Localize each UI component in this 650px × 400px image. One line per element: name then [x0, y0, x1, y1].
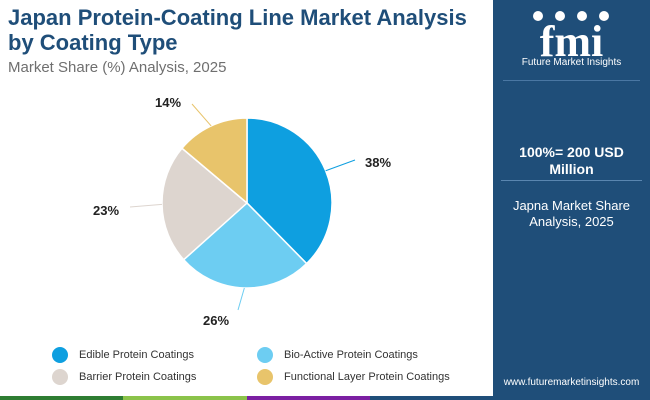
data-label-barrier: 23% — [93, 203, 119, 218]
chart-title: Japan Protein-Coating Line Market Analys… — [8, 5, 467, 55]
logo-icon-2 — [555, 11, 565, 21]
pie-slice-functional — [180, 117, 248, 205]
data-label-functional: 14% — [155, 95, 181, 110]
divider — [503, 80, 640, 81]
pie-slice-edible — [246, 117, 333, 265]
stripe-segment-3 — [246, 396, 370, 400]
leader-line-functional — [191, 103, 212, 127]
leader-line-edible — [325, 159, 356, 172]
logo-icon-3 — [577, 11, 587, 21]
stripe-segment-4 — [369, 396, 493, 400]
market-note: Japna Market Share Analysis, 2025 — [512, 198, 631, 229]
logo-mark: fmi — [540, 17, 604, 66]
leader-line-bio-active — [237, 287, 245, 311]
leader-line-barrier — [129, 203, 163, 208]
fmi-logo: fmi — [533, 11, 609, 66]
data-label-bio-active: 26% — [203, 313, 229, 328]
data-label-edible: 38% — [365, 155, 391, 170]
market-total: 100%= 200 USD Million — [519, 144, 624, 177]
website-link[interactable]: www.futuremarketinsights.com — [503, 377, 640, 388]
pie-chart: 38% 26% 23% 14% — [93, 95, 391, 328]
stripe-segment-2 — [123, 396, 247, 400]
chart-subtitle: Market Share (%) Analysis, 2025 — [8, 59, 227, 76]
logo-icon-4 — [599, 11, 609, 21]
logo-icon-1 — [533, 11, 543, 21]
info-panel: fmi Future Market Insights 100%= 200 USD… — [493, 0, 650, 400]
stripe-segment-1 — [0, 396, 124, 400]
color-stripe — [0, 396, 493, 400]
divider — [501, 180, 642, 181]
brand-name: Future Market Insights — [521, 57, 622, 68]
pie-slice-barrier — [161, 147, 249, 261]
